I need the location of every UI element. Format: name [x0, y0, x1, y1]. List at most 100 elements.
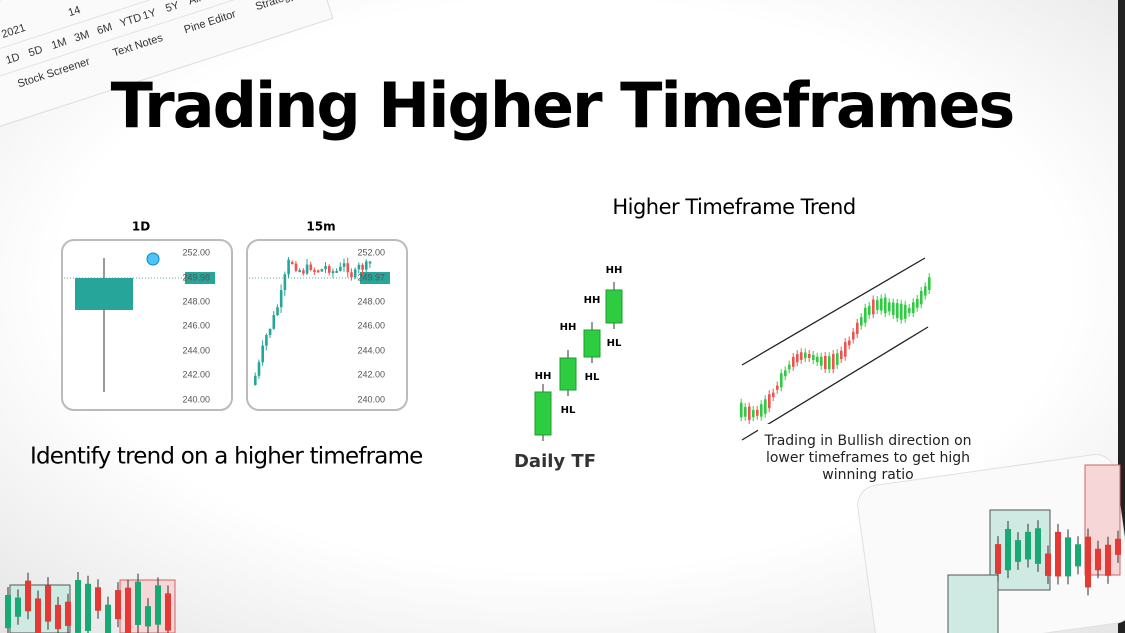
- candle: [752, 410, 755, 418]
- swing-label: HH: [606, 265, 623, 276]
- cursor: [146, 252, 160, 266]
- candle: [298, 270, 301, 273]
- candle: [844, 342, 847, 357]
- candle: [1015, 540, 1021, 562]
- candle: [287, 259, 290, 275]
- candle: [1045, 553, 1051, 576]
- candle: [75, 278, 133, 310]
- candle: [346, 263, 350, 273]
- candle: [335, 270, 338, 273]
- candle: [860, 317, 863, 326]
- candle: [800, 352, 803, 360]
- candle: [365, 261, 368, 270]
- right-caption: winning ratio: [822, 467, 913, 483]
- candle: [316, 270, 320, 273]
- range-button: 1D: [4, 51, 21, 67]
- candle: [35, 598, 41, 633]
- candle: [908, 308, 911, 313]
- range-button: 3M: [73, 28, 91, 44]
- price-label: 252.00: [357, 247, 385, 257]
- candle: [353, 269, 357, 278]
- candle: [85, 583, 91, 631]
- price-label: 242.00: [357, 369, 385, 379]
- candle: [828, 356, 831, 370]
- candle: [55, 604, 61, 630]
- candle: [1055, 531, 1061, 577]
- candle: [25, 580, 31, 612]
- candle: [768, 394, 771, 409]
- candle: [868, 305, 871, 315]
- candle: [756, 409, 759, 416]
- candle: [339, 266, 342, 271]
- candle: [832, 354, 835, 370]
- price-label: 248.00: [357, 296, 385, 306]
- candle: [880, 298, 883, 311]
- candle: [145, 606, 151, 627]
- swing-label: HL: [561, 405, 576, 416]
- candle: [744, 407, 747, 417]
- candle: [559, 357, 577, 391]
- candle: [816, 356, 819, 363]
- candle: [328, 266, 331, 273]
- toolbar-divider: [0, 0, 319, 85]
- candle: [1075, 544, 1081, 567]
- candle: [804, 352, 807, 359]
- candle: [824, 355, 827, 370]
- corner-box: [947, 574, 999, 633]
- price-label: 240.00: [357, 394, 385, 404]
- candle: [892, 302, 895, 316]
- candle: [268, 328, 272, 336]
- candle: [1065, 537, 1071, 577]
- candle: [305, 264, 309, 274]
- price-label: 248.00: [182, 296, 210, 306]
- candle: [764, 399, 767, 414]
- candle: [760, 404, 763, 417]
- candle: [876, 299, 879, 310]
- price-label: 246.00: [182, 320, 210, 330]
- candle: [904, 304, 907, 319]
- candle: [534, 391, 552, 436]
- candle: [916, 298, 919, 308]
- candle: [283, 274, 287, 291]
- candle: [812, 354, 815, 361]
- swing-label: HL: [585, 372, 600, 383]
- price-label: 249.97: [357, 272, 385, 282]
- candle: [776, 385, 779, 390]
- candle: [1105, 544, 1111, 576]
- candle: [324, 266, 327, 270]
- range-button: 1M: [50, 36, 68, 52]
- candle: [772, 392, 775, 398]
- chart-label: 15m: [306, 220, 335, 234]
- candle: [257, 362, 261, 376]
- candle: [265, 335, 268, 346]
- candle: [808, 353, 811, 359]
- candle: [872, 299, 875, 315]
- candle: [276, 307, 279, 316]
- candle: [864, 307, 867, 323]
- candle: [784, 370, 787, 377]
- candle: [294, 263, 298, 271]
- range-button: 5D: [27, 44, 44, 60]
- swing-label: HL: [607, 338, 622, 349]
- left-caption: Identify trend on a higher timeframe: [30, 444, 423, 470]
- candle: [848, 340, 851, 346]
- toolbar-panel: [0, 0, 334, 131]
- candle: [357, 264, 361, 270]
- candle: [748, 406, 751, 421]
- candle: [15, 597, 21, 617]
- price-label: 244.00: [357, 345, 385, 355]
- candle: [924, 286, 927, 296]
- candle: [852, 331, 855, 340]
- candle: [313, 269, 316, 272]
- price-tag: [185, 272, 215, 284]
- candle: [75, 580, 81, 633]
- candle: [836, 353, 839, 365]
- candle: [331, 271, 335, 274]
- right-caption: lower timeframes to get high: [766, 450, 970, 466]
- candle: [368, 261, 372, 264]
- range-button: 6M: [96, 21, 114, 37]
- channel-line: [741, 326, 929, 441]
- toolbar-divider: [0, 0, 311, 60]
- candle: [279, 290, 283, 308]
